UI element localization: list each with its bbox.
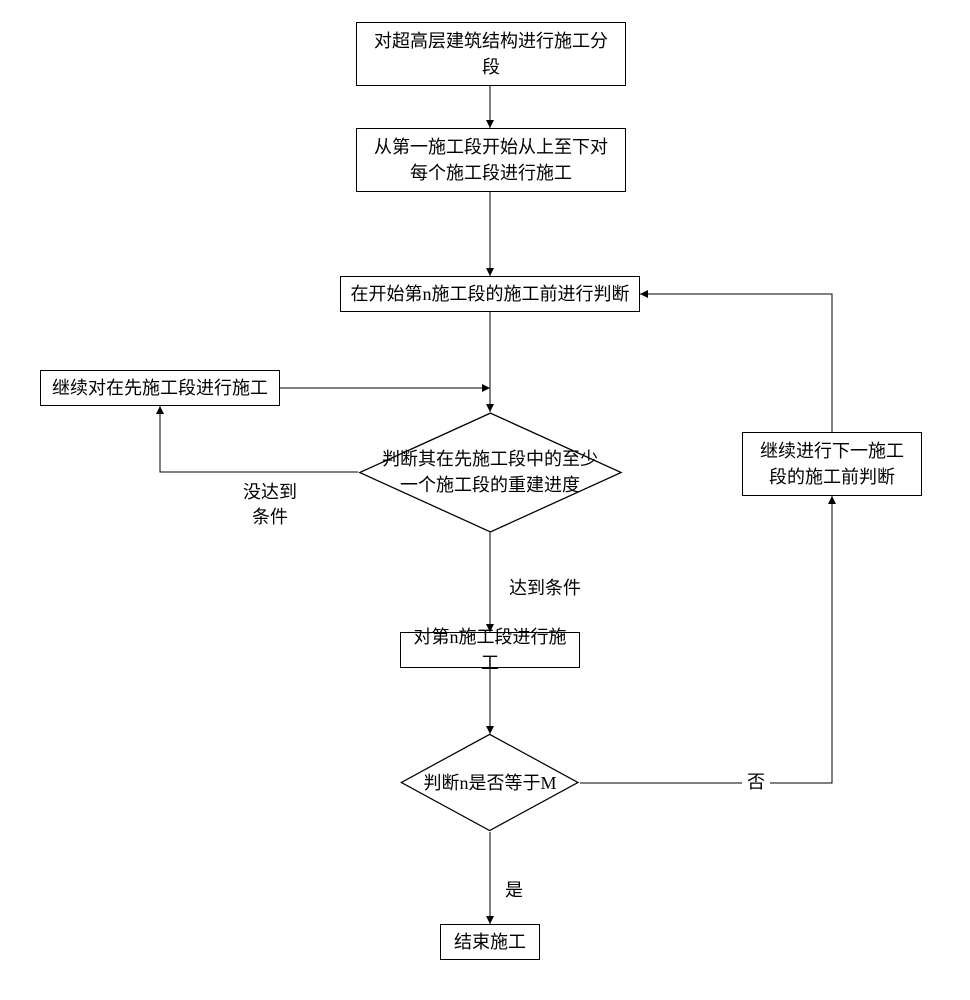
flowchart-canvas: 对超高层建筑结构进行施工分段从第一施工段开始从上至下对每个施工段进行施工在开始第… [0,0,970,1000]
node-label: 结束施工 [454,929,526,955]
node-n2: 从第一施工段开始从上至下对每个施工段进行施工 [356,128,626,192]
node-n9: 结束施工 [440,924,540,960]
edge-label-l1: 没达到条件 [230,480,310,530]
edge-9 [640,294,832,432]
node-label: 从第一施工段开始从上至下对每个施工段进行施工 [374,134,608,186]
edge-label-l3: 否 [742,770,770,795]
node-label: 对第n施工段进行施工 [409,624,571,676]
node-label: 继续对在先施工段进行施工 [52,375,268,401]
node-n4: 继续对在先施工段进行施工 [40,370,280,406]
node-label: 继续进行下一施工段的施工前判断 [760,438,904,490]
node-label: 对超高层建筑结构进行施工分段 [374,28,608,80]
node-n8: 判断n是否等于M [400,734,580,832]
node-n7: 对第n施工段进行施工 [400,632,580,668]
node-n3: 在开始第n施工段的施工前进行判断 [340,276,640,312]
node-label: 判断其在先施工段中的至少一个施工段的重建进度 [382,446,598,498]
node-label: 在开始第n施工段的施工前进行判断 [351,281,630,307]
edge-8 [580,496,832,783]
node-n6: 继续进行下一施工段的施工前判断 [742,432,922,496]
node-n5: 判断其在先施工段中的至少一个施工段的重建进度 [358,412,622,532]
node-n1: 对超高层建筑结构进行施工分段 [356,22,626,86]
edge-label-l4: 是 [500,878,528,903]
node-label: 判断n是否等于M [423,770,556,796]
edge-label-l2: 达到条件 [500,576,590,601]
edge-4 [160,406,358,472]
